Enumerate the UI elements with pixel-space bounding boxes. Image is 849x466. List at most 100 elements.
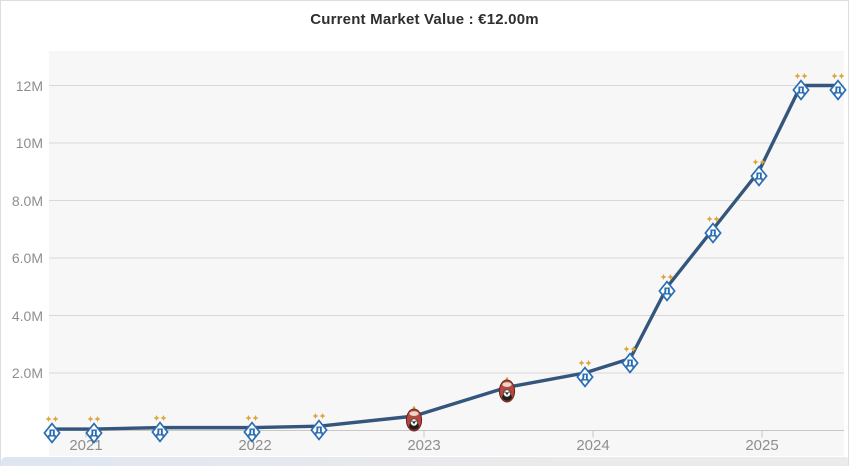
x-axis-label: 2023 — [407, 437, 441, 454]
dynamo-kyiv-badge-icon: Д — [792, 72, 810, 101]
dynamo-letter: Д — [626, 358, 635, 369]
gold-star-icon — [660, 273, 667, 280]
marker-dynamo-kyiv[interactable]: Д — [575, 359, 595, 389]
dynamo-kyiv-badge-icon: Д — [621, 345, 639, 374]
dynamo-kyiv-badge-icon: Д — [658, 273, 677, 302]
gold-star-icon — [630, 345, 637, 352]
dynamo-diamond — [792, 78, 810, 101]
gold-star-icon — [794, 72, 801, 79]
marker-dynamo-kyiv[interactable]: Д — [84, 415, 104, 445]
dynamo-kyiv-badge-icon: Д — [749, 158, 768, 187]
marker-zorya-luhansk[interactable] — [405, 405, 423, 432]
gold-star-icon — [94, 416, 101, 423]
dynamo-diamond — [658, 279, 677, 302]
gold-star-icon — [52, 416, 59, 423]
gold-crest-top — [505, 377, 509, 381]
dynamo-letter: Д — [90, 429, 99, 440]
x-axis-label: 2025 — [745, 437, 779, 454]
zorya-name-band — [502, 382, 512, 388]
dynamo-diamond — [310, 419, 328, 441]
gold-star-icon — [153, 414, 160, 421]
zorya-luhansk-badge-icon — [405, 406, 422, 432]
chart-title: Current Market Value : €12.00m — [310, 11, 539, 28]
dynamo-diamond — [151, 420, 170, 443]
dynamo-kyiv-badge-icon: Д — [575, 360, 594, 388]
gold-star-icon — [245, 414, 252, 421]
marker-dynamo-kyiv[interactable]: Д — [703, 215, 723, 245]
dynamo-letter: Д — [663, 286, 672, 297]
gold-star-icon — [312, 413, 319, 420]
dynamo-letter: Д — [796, 85, 805, 96]
marker-dynamo-kyiv[interactable]: Д — [42, 415, 62, 445]
marker-dynamo-kyiv[interactable]: Д — [828, 72, 848, 102]
gold-crest-top — [412, 406, 416, 410]
marker-dynamo-kyiv[interactable]: Д — [150, 414, 170, 444]
dynamo-diamond — [621, 351, 639, 374]
y-axis-label: 4.0M — [11, 307, 43, 324]
marker-dynamo-kyiv[interactable]: Д — [791, 72, 811, 102]
dynamo-diamond — [704, 222, 722, 245]
gold-star-icon — [87, 416, 94, 423]
gold-star-icon — [160, 414, 167, 421]
dynamo-kyiv-badge-icon: Д — [310, 413, 328, 441]
gold-star-icon — [319, 413, 326, 420]
y-axis-label: 8.0M — [11, 192, 43, 209]
dynamo-diamond — [749, 164, 768, 187]
x-axis-label: 2022 — [238, 437, 272, 454]
dynamo-diamond — [85, 422, 104, 444]
ball-pentagon — [411, 420, 413, 423]
gold-star-icon — [623, 345, 630, 352]
marker-dynamo-kyiv[interactable]: Д — [620, 345, 640, 375]
marker-dynamo-kyiv[interactable]: Д — [242, 414, 262, 444]
y-axis-label: 10M — [15, 135, 43, 151]
ball-pentagon — [505, 392, 508, 395]
dynamo-letter: Д — [754, 171, 763, 182]
dynamo-diamond — [575, 366, 594, 388]
ball-pentagon — [504, 391, 506, 394]
dynamo-letter: Д — [315, 426, 324, 437]
zorya-luhansk-badge-icon — [498, 377, 515, 403]
chart-plot-area — [49, 51, 844, 456]
dynamo-letter: Д — [247, 427, 256, 438]
gold-star-icon — [706, 216, 713, 223]
dynamo-kyiv-badge-icon: Д — [151, 414, 170, 443]
dynamo-kyiv-badge-icon: Д — [242, 414, 261, 443]
gold-star-icon — [578, 360, 585, 366]
dynamo-diamond — [43, 422, 61, 444]
dynamo-diamond — [242, 420, 261, 443]
dynamo-diamond — [829, 78, 847, 101]
marker-zorya-luhansk[interactable] — [498, 376, 516, 403]
x-axis-label: 2024 — [576, 437, 610, 454]
gold-star-icon — [252, 414, 259, 421]
dynamo-kyiv-badge-icon: Д — [704, 216, 722, 245]
dynamo-letter: Д — [834, 85, 843, 96]
dynamo-kyiv-badge-icon: Д — [85, 416, 104, 444]
ball-pentagon — [507, 391, 510, 394]
gold-star-icon — [667, 273, 674, 280]
y-axis-label: 12M — [15, 77, 43, 94]
gold-star-icon — [585, 360, 592, 366]
marker-dynamo-kyiv[interactable]: Д — [749, 158, 769, 188]
dynamo-letter: Д — [48, 429, 57, 440]
gold-star-icon — [801, 72, 808, 79]
ball-pentagon — [415, 420, 417, 423]
zorya-name-band — [409, 411, 419, 417]
y-axis-label: 2.0M — [11, 365, 43, 381]
gold-star-icon — [759, 158, 766, 165]
gold-star-icon — [831, 72, 838, 79]
dynamo-letter: Д — [580, 373, 589, 384]
marker-dynamo-kyiv[interactable]: Д — [657, 273, 677, 303]
gold-star-icon — [752, 158, 759, 165]
gold-star-icon — [838, 72, 845, 79]
gold-star-icon — [45, 416, 52, 423]
y-axis-label: 6.0M — [11, 250, 43, 266]
section-below-chart-edge — [1, 457, 848, 466]
gold-star-icon — [713, 216, 720, 223]
dynamo-kyiv-badge-icon: Д — [829, 72, 847, 101]
ball-pentagon — [412, 421, 416, 424]
dynamo-kyiv-badge-icon: Д — [43, 416, 61, 444]
marker-dynamo-kyiv[interactable]: Д — [309, 412, 329, 442]
dynamo-letter: Д — [709, 229, 718, 240]
dynamo-letter: Д — [156, 427, 165, 438]
